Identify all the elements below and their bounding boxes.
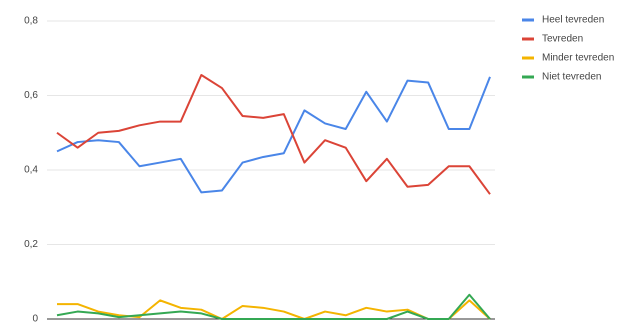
y-tick-label: 0,2 — [24, 239, 38, 250]
y-tick-label: 0 — [32, 314, 38, 325]
legend-label: Heel tevreden — [542, 15, 604, 26]
series-line — [56, 74, 491, 195]
legend-label: Tevreden — [542, 34, 583, 45]
series-line — [56, 76, 491, 194]
legend-label: Niet tevreden — [542, 72, 601, 83]
y-tick-label: 0,8 — [24, 16, 38, 27]
series-line — [56, 293, 491, 320]
legend-label: Minder tevreden — [542, 53, 614, 64]
y-tick-label: 0,4 — [24, 165, 38, 176]
y-tick-label: 0,6 — [24, 90, 38, 101]
